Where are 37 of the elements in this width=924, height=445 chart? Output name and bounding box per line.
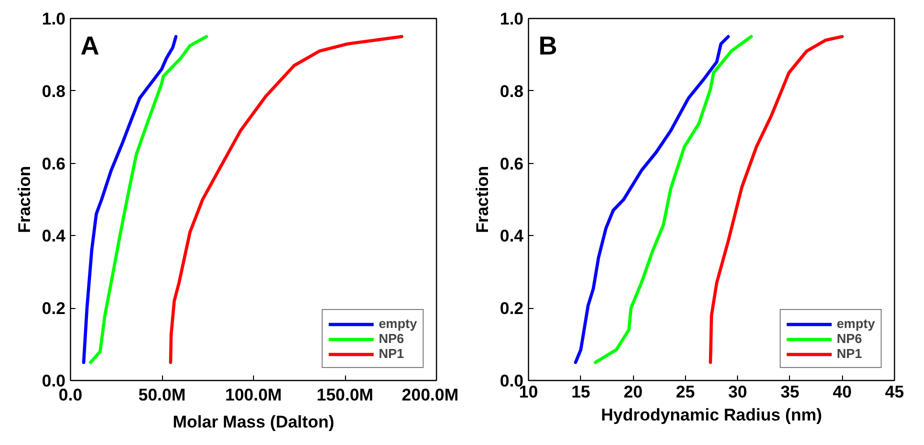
legend-label: NP1 (378, 346, 404, 361)
line-series (574, 35, 730, 364)
x-tick-label: 150.0M (316, 386, 374, 404)
y-tick-label: 0.2 (42, 299, 66, 318)
legend-label: NP6 (836, 331, 862, 346)
y-tick-label: 1.0 (500, 10, 524, 28)
x-axis-title: Molar Mass (Dalton) (172, 412, 334, 432)
y-axis-title: Fraction (14, 166, 34, 234)
line-series (82, 35, 178, 364)
y-tick-label: 0.8 (42, 82, 66, 101)
x-tick-label: 25 (676, 382, 695, 402)
x-tick-label: 200.0M (402, 386, 458, 404)
legend-label: empty (378, 316, 417, 331)
annotation: B (538, 30, 558, 60)
y-tick-label: 0.4 (42, 226, 66, 246)
legend-label: NP6 (378, 331, 404, 346)
x-tick-label: 35 (780, 382, 800, 402)
x-tick-label: 100.0M (225, 386, 282, 404)
x-tick-label: 15 (571, 382, 590, 402)
y-tick-label: 1.0 (42, 10, 66, 28)
x-axis-title: Hydrodynamic Radius (nm) (600, 406, 822, 424)
x-tick-label: 40 (832, 382, 852, 402)
y-tick-label: 0.2 (500, 299, 524, 318)
y-tick-label: 0.8 (500, 82, 524, 101)
y-tick-label: 0.4 (500, 226, 524, 246)
legend-label: empty (836, 316, 875, 331)
x-tick-label: 45 (885, 382, 904, 402)
x-tick-label: 30 (728, 382, 748, 402)
x-tick-label: 50.0M (138, 386, 186, 404)
y-tick-label: 0.6 (42, 154, 66, 174)
y-tick-label: 0.6 (500, 154, 524, 174)
y-axis-title: Fraction (472, 166, 492, 234)
x-tick-label: 20 (624, 382, 643, 402)
legend-label: NP1 (836, 346, 862, 361)
x-tick-label: 0.0 (58, 386, 82, 404)
line-series (594, 35, 753, 364)
annotation: A (80, 30, 100, 60)
